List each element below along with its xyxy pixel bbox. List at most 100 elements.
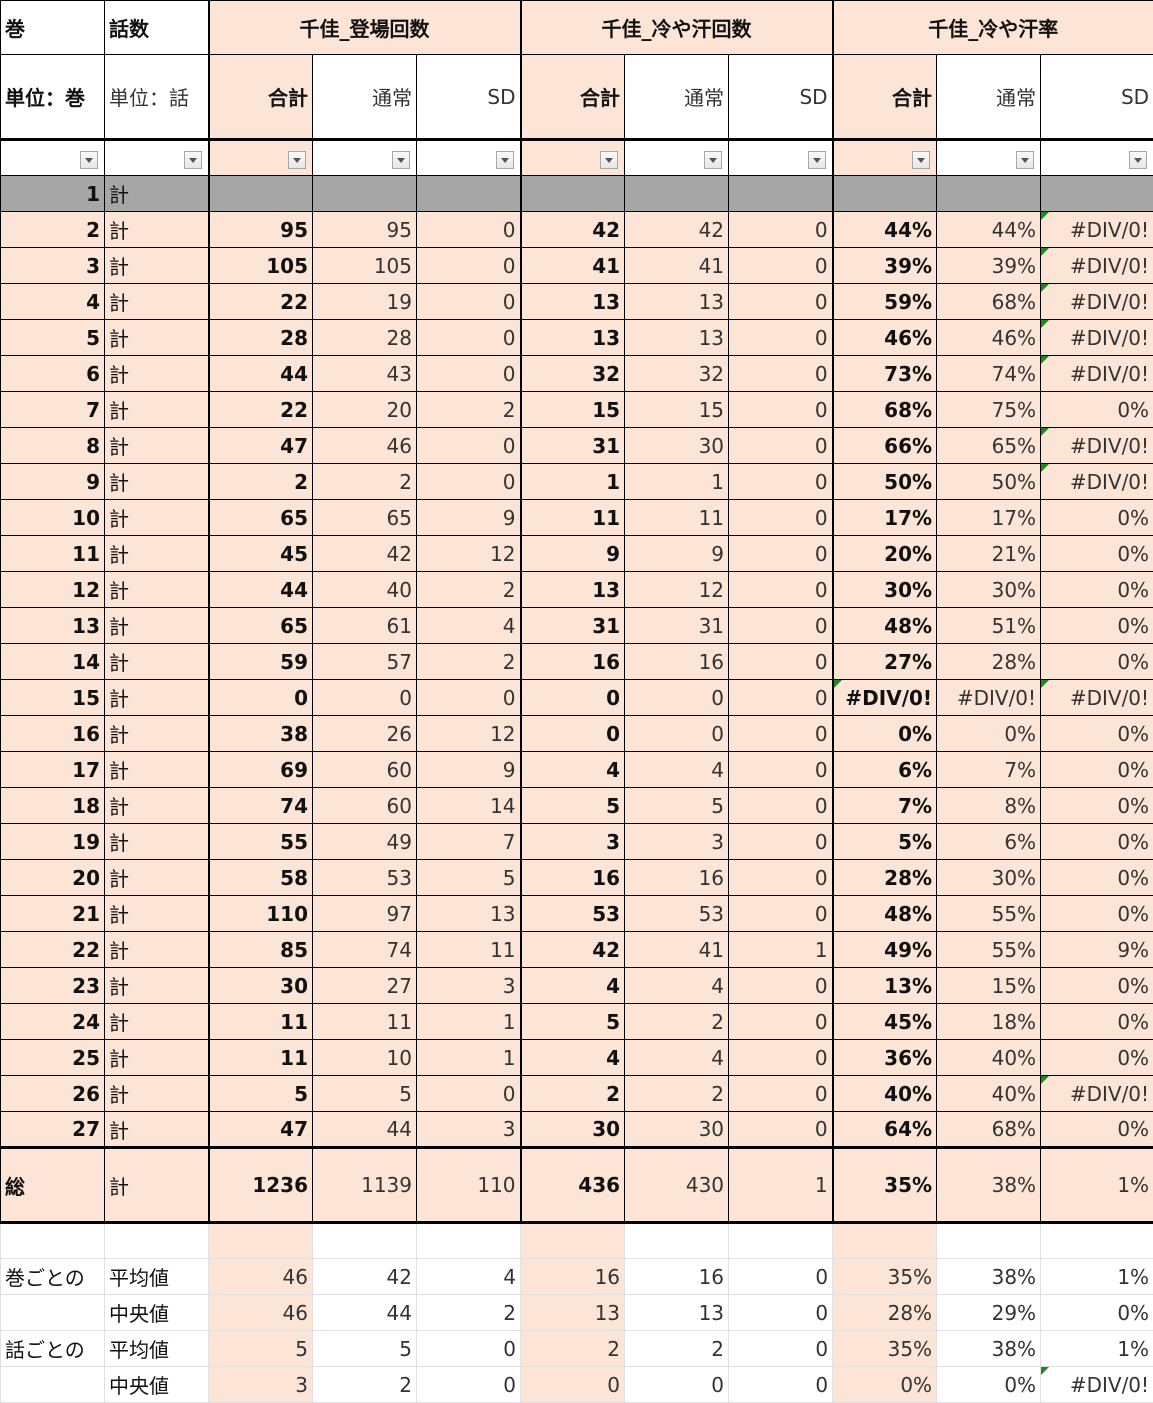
stats-group[interactable]: 話ごとの (0, 1330, 105, 1367)
value-cell[interactable]: 30% (936, 859, 1042, 896)
value-cell[interactable] (207, 175, 313, 212)
filter-dropdown-icon[interactable] (288, 151, 306, 169)
value-cell[interactable]: 4 (519, 967, 626, 1004)
episode-cell[interactable]: 計 (104, 1075, 209, 1112)
value-cell[interactable]: 55 (207, 823, 313, 860)
value-cell[interactable]: 47 (207, 1111, 313, 1148)
value-cell[interactable]: 0% (1040, 1039, 1153, 1076)
value-cell[interactable]: 53 (624, 895, 730, 932)
stats-value[interactable]: 0% (1040, 1294, 1153, 1331)
episode-cell[interactable]: 計 (104, 283, 209, 320)
value-cell[interactable]: 68% (936, 283, 1042, 320)
value-cell[interactable]: 0 (728, 715, 834, 752)
value-cell[interactable]: 3 (415, 967, 522, 1004)
episode-cell[interactable]: 計 (104, 535, 209, 572)
value-cell[interactable]: 0 (415, 247, 522, 284)
stats-value[interactable]: 0 (728, 1258, 834, 1295)
episode-cell[interactable]: 計 (104, 319, 209, 356)
vol-cell[interactable]: 21 (0, 895, 105, 932)
value-cell[interactable]: 0 (415, 463, 522, 500)
value-cell[interactable]: 8% (936, 787, 1042, 824)
value-cell[interactable]: 0 (728, 535, 834, 572)
stats-value[interactable]: 38% (936, 1330, 1042, 1367)
value-cell[interactable]: 13% (831, 967, 938, 1004)
value-cell[interactable]: 2 (624, 1075, 730, 1112)
filter-dropdown-icon[interactable] (807, 151, 826, 169)
stats-value[interactable]: 35% (832, 1330, 938, 1367)
value-cell[interactable]: 5% (831, 823, 938, 860)
value-cell[interactable]: 0 (312, 679, 417, 716)
value-cell[interactable]: 68% (831, 391, 938, 428)
value-cell[interactable]: 40% (936, 1075, 1042, 1112)
value-cell[interactable]: 39% (831, 247, 938, 284)
episode-cell[interactable]: 計 (104, 967, 209, 1004)
value-cell[interactable]: 41 (624, 247, 730, 284)
value-cell[interactable]: 0% (1040, 967, 1153, 1004)
value-cell[interactable]: 85 (207, 931, 313, 968)
value-cell[interactable]: 49 (312, 823, 417, 860)
value-cell[interactable] (312, 175, 417, 212)
filter-cell[interactable] (831, 138, 938, 176)
episode-cell[interactable]: 計 (104, 247, 209, 284)
vol-cell[interactable]: 6 (0, 355, 105, 392)
value-cell[interactable]: 7% (831, 787, 938, 824)
filter-cell[interactable] (0, 138, 105, 176)
value-cell[interactable]: 4 (415, 607, 522, 644)
total-value[interactable]: 1% (1040, 1146, 1153, 1224)
value-cell[interactable]: 0 (519, 715, 626, 752)
value-cell[interactable]: 7 (415, 823, 522, 860)
vol-cell[interactable]: 12 (0, 571, 105, 608)
stats-value[interactable]: 38% (936, 1258, 1042, 1295)
stats-value[interactable]: #DIV/0! (1040, 1366, 1153, 1403)
value-cell[interactable]: 28% (936, 643, 1042, 680)
stats-value[interactable]: 0% (832, 1366, 938, 1403)
vol-cell[interactable]: 27 (0, 1111, 105, 1148)
value-cell[interactable]: 11 (519, 499, 626, 536)
value-cell[interactable]: 5 (207, 1075, 313, 1112)
empty-cell[interactable] (312, 1222, 417, 1259)
value-cell[interactable]: 31 (519, 607, 626, 644)
vol-cell[interactable]: 3 (0, 247, 105, 284)
value-cell[interactable]: 31 (519, 427, 626, 464)
value-cell[interactable]: 12 (415, 535, 522, 572)
stats-value[interactable]: 44 (312, 1294, 417, 1331)
value-cell[interactable]: 16 (519, 859, 626, 896)
stats-value[interactable]: 28% (832, 1294, 938, 1331)
value-cell[interactable]: 0 (728, 571, 834, 608)
value-cell[interactable]: 27 (312, 967, 417, 1004)
episode-cell[interactable]: 計 (104, 1111, 209, 1148)
value-cell[interactable]: #DIV/0! (1040, 679, 1153, 716)
episode-cell[interactable]: 計 (104, 607, 209, 644)
episode-cell[interactable]: 計 (104, 643, 209, 680)
value-cell[interactable]: 17% (936, 499, 1042, 536)
vol-cell[interactable]: 1 (0, 175, 105, 212)
value-cell[interactable]: #DIV/0! (1040, 1075, 1153, 1112)
filter-dropdown-icon[interactable] (600, 151, 619, 169)
vol-cell[interactable]: 18 (0, 787, 105, 824)
episode-cell[interactable]: 計 (104, 859, 209, 896)
value-cell[interactable]: 30 (624, 1111, 730, 1148)
unit-vol[interactable]: 単位：巻 (0, 54, 105, 141)
value-cell[interactable]: 74 (207, 787, 313, 824)
vol-cell[interactable]: 2 (0, 211, 105, 248)
vol-cell[interactable]: 23 (0, 967, 105, 1004)
stats-group[interactable] (0, 1294, 105, 1331)
stats-value[interactable]: 46 (208, 1294, 313, 1331)
value-cell[interactable]: 15 (624, 391, 730, 428)
value-cell[interactable]: 13 (519, 283, 626, 320)
header-episodes[interactable]: 話数 (104, 0, 209, 55)
value-cell[interactable]: 44% (831, 211, 938, 248)
value-cell[interactable]: 65 (207, 607, 313, 644)
empty-cell[interactable] (728, 1222, 834, 1259)
value-cell[interactable]: 74% (936, 355, 1042, 392)
value-cell[interactable]: 10 (312, 1039, 417, 1076)
value-cell[interactable]: 44% (936, 211, 1042, 248)
value-cell[interactable]: 2 (519, 1075, 626, 1112)
empty-cell[interactable] (1040, 1222, 1153, 1259)
value-cell[interactable]: 95 (312, 211, 417, 248)
value-cell[interactable]: 30 (519, 1111, 626, 1148)
value-cell[interactable]: 32 (519, 355, 626, 392)
stats-value[interactable]: 35% (832, 1258, 938, 1295)
value-cell[interactable]: 1 (415, 1003, 522, 1040)
value-cell[interactable]: 40% (831, 1075, 938, 1112)
